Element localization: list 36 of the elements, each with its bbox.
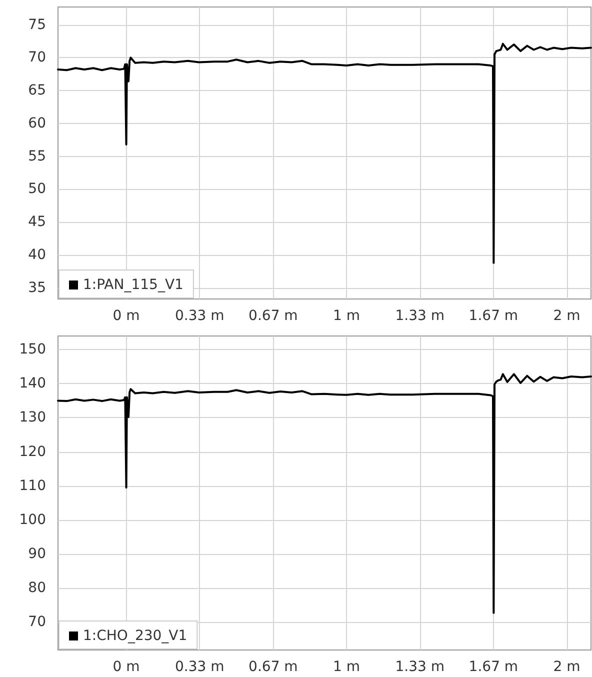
- y-tick-label: 75: [28, 16, 46, 33]
- y-tick-label: 50: [28, 181, 46, 198]
- y-tick-label: 130: [19, 410, 46, 426]
- line-series: [57, 373, 592, 614]
- y-tick-label: 70: [28, 614, 46, 630]
- y-tick-label: 110: [19, 478, 46, 494]
- x-tick-label: 1 m: [333, 308, 360, 324]
- x-tick-label: 0.33 m: [174, 308, 224, 324]
- y-tick-label: 150: [19, 342, 46, 358]
- y-tick-label: 35: [28, 280, 46, 296]
- x-tick-label: 1.33 m: [395, 659, 444, 675]
- y-tick-label: 140: [19, 376, 46, 392]
- y-tick-label: 90: [28, 546, 46, 562]
- y-tick-label: 80: [28, 580, 46, 596]
- y-tick-label: 55: [28, 148, 46, 164]
- y-tick-label: 100: [19, 512, 46, 528]
- y-tick-label: 120: [19, 444, 46, 460]
- x-tick-label: 0 m: [112, 308, 140, 324]
- y-tick-label: 70: [28, 50, 46, 66]
- y-tick-label: 60: [28, 115, 46, 132]
- y-tick-label: 45: [28, 214, 46, 230]
- x-tick-label: 0 m: [112, 659, 140, 675]
- legend-label: 1:CHO_230_V1: [83, 628, 188, 644]
- legend-label: 1:PAN_115_V1: [83, 277, 184, 293]
- x-tick-label: 2 m: [553, 308, 580, 324]
- x-tick-label: 0.67 m: [248, 308, 298, 324]
- x-tick-label: 1.67 m: [468, 659, 518, 675]
- y-tick-label: 65: [28, 82, 46, 99]
- y-tick-label: 40: [28, 246, 46, 263]
- x-tick-label: 1.67 m: [468, 308, 518, 324]
- x-tick-label: 0.33 m: [174, 659, 224, 675]
- x-tick-label: 1 m: [333, 659, 360, 675]
- line-series: [57, 42, 592, 264]
- x-tick-label: 0.67 m: [248, 659, 298, 675]
- x-tick-label: 1.33 m: [395, 308, 444, 324]
- x-tick-label: 2 m: [553, 659, 580, 675]
